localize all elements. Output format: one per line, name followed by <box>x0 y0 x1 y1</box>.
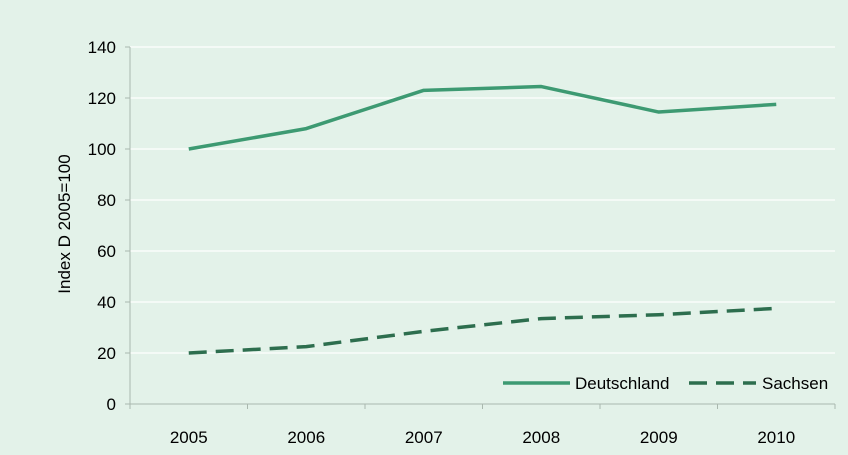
y-tick-label: 0 <box>107 395 116 414</box>
axes <box>125 46 836 409</box>
y-tick-label: 100 <box>88 140 116 159</box>
x-tick-label: 2005 <box>170 428 208 447</box>
legend-label-deutschland: Deutschland <box>575 374 670 393</box>
legend-label-sachsen: Sachsen <box>762 374 828 393</box>
y-tick-label: 120 <box>88 89 116 108</box>
y-tick-label: 60 <box>97 242 116 261</box>
y-tick-label: 20 <box>97 344 116 363</box>
x-tick-label: 2007 <box>405 428 443 447</box>
x-tick-labels: 2005 2006 2007 2008 2009 2010 <box>170 428 795 447</box>
y-tick-label: 40 <box>97 293 116 312</box>
gridlines <box>130 46 835 354</box>
y-tick-label: 80 <box>97 191 116 210</box>
series-line-sachsen <box>188 306 777 355</box>
y-tick-labels: 0 20 40 60 80 100 120 140 <box>88 38 116 414</box>
x-tick-label: 2010 <box>757 428 795 447</box>
series-lines <box>188 84 777 355</box>
legend: Deutschland Sachsen <box>503 374 828 393</box>
x-tick-label: 2009 <box>640 428 678 447</box>
series-line-deutschland <box>188 84 777 151</box>
y-axis-title: Index D 2005=100 <box>55 154 74 293</box>
x-tick-label: 2008 <box>522 428 560 447</box>
y-tick-label: 140 <box>88 38 116 57</box>
x-tick-label: 2006 <box>287 428 325 447</box>
